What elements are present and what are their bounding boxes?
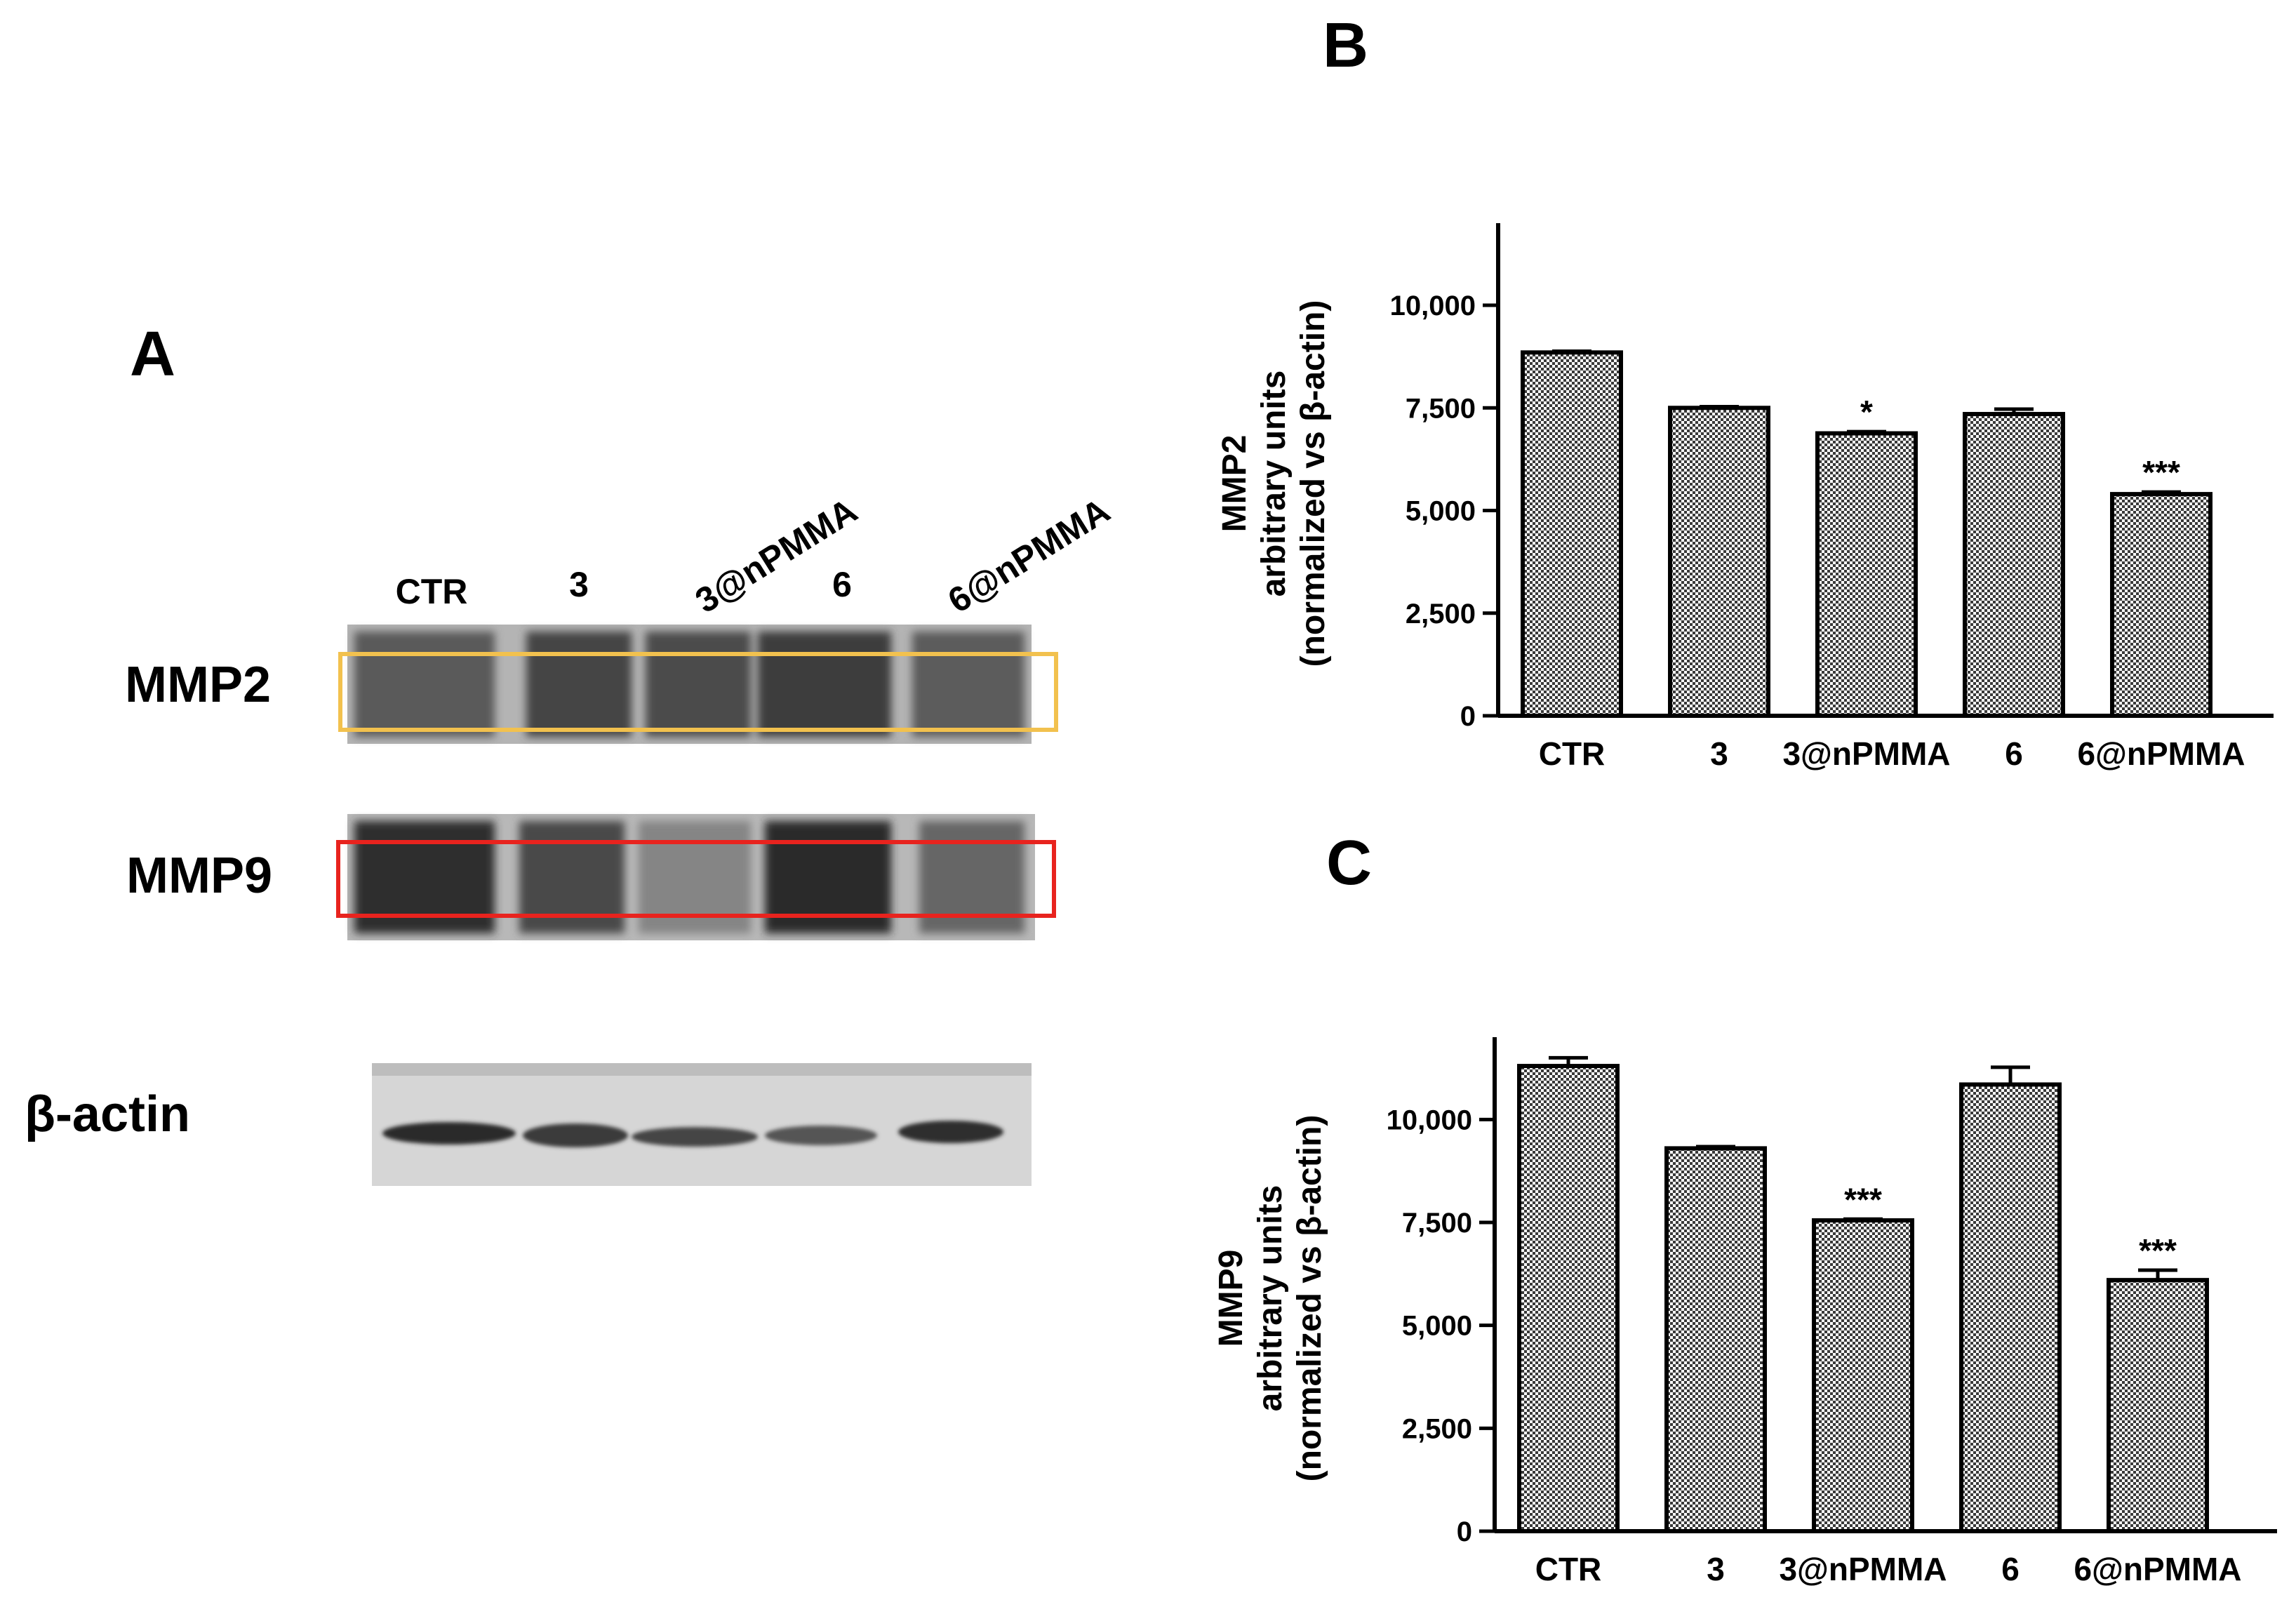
panel-label-c: C [1326,828,1372,898]
actin-blot [372,1063,1032,1186]
bar [1963,412,2065,719]
bar [1517,1064,1620,1533]
mmp9-highlight-box [336,840,1056,918]
y-axis-label-line: arbitrary units [1255,371,1293,597]
row-label-actin: β-actin [25,1086,190,1142]
panel-label-a: A [130,319,175,389]
y-axis-label-line: MMP9 [1213,1250,1250,1347]
bar [1812,1218,1914,1533]
y-tick-label: 7,500 [1406,393,1476,424]
y-tick-label: 0 [1457,1516,1472,1547]
mmp9-blot [336,814,1056,940]
row-label-mmp9: MMP9 [126,848,272,904]
y-tick-label: 5,000 [1406,496,1476,527]
bar [1668,406,1770,718]
y-axis-label-line: (normalized vs β-actin) [1291,1115,1328,1482]
mmp2-highlight-box [338,652,1058,732]
y-axis-label-line: MMP2 [1216,435,1253,533]
y-tick-label: 2,500 [1406,599,1476,629]
chart-b: 0 2,500 5,000 7,500 10,000 CTR 3 * 3@nPMMA 6 *** 6@… [1216,223,2274,772]
mmp2-blot [338,625,1058,744]
y-tick-label: 5,000 [1402,1311,1472,1342]
bar [1959,1082,2062,1533]
x-tick-label: CTR [1535,1551,1602,1587]
x-tick-label: 3 [1707,1551,1725,1587]
panel-label-b: B [1323,11,1368,81]
x-tick-label: 6 [2001,1551,2020,1587]
y-axis-label-line: arbitrary units [1252,1185,1289,1412]
bar [1521,350,1623,718]
x-tick-label: 6@nPMMA [2077,735,2245,772]
bar [1664,1146,1767,1533]
x-tick-label: 6 [2005,735,2023,772]
lane-label-ctr: CTR [396,572,468,611]
bar [2110,492,2212,718]
y-axis-label-line: (normalized vs β-actin) [1295,300,1332,667]
significance-marker: *** [2139,1232,2177,1269]
x-tick-label: CTR [1539,735,1606,772]
y-tick-label: 2,500 [1402,1413,1472,1444]
lane-label-3: 3 [569,565,589,604]
row-label-mmp2: MMP2 [125,657,271,713]
significance-marker: *** [2142,454,2180,491]
lane-labels: CTR 3 3@nPMMA 6 6@nPMMA [396,491,1117,620]
lane-label-6: 6 [832,565,852,604]
y-tick-label: 10,000 [1390,291,1476,321]
x-tick-label: 3 [1710,735,1728,772]
bar [1815,431,1918,719]
x-tick-label: 3@nPMMA [1782,735,1950,772]
lane-label-6-npmma: 6@nPMMA [941,491,1116,620]
x-tick-label: 3@nPMMA [1779,1551,1947,1587]
significance-marker: * [1860,394,1873,430]
bar [2107,1278,2209,1533]
y-tick-label: 7,500 [1402,1208,1472,1239]
chart-c: 0 2,500 5,000 7,500 10,000 CTR 3 *** 3@nPMMA 6 ***… [1213,1037,2277,1587]
y-tick-label: 0 [1460,701,1476,732]
significance-marker: *** [1844,1181,1882,1218]
x-tick-label: 6@nPMMA [2074,1551,2241,1587]
y-tick-label: 10,000 [1387,1105,1472,1135]
